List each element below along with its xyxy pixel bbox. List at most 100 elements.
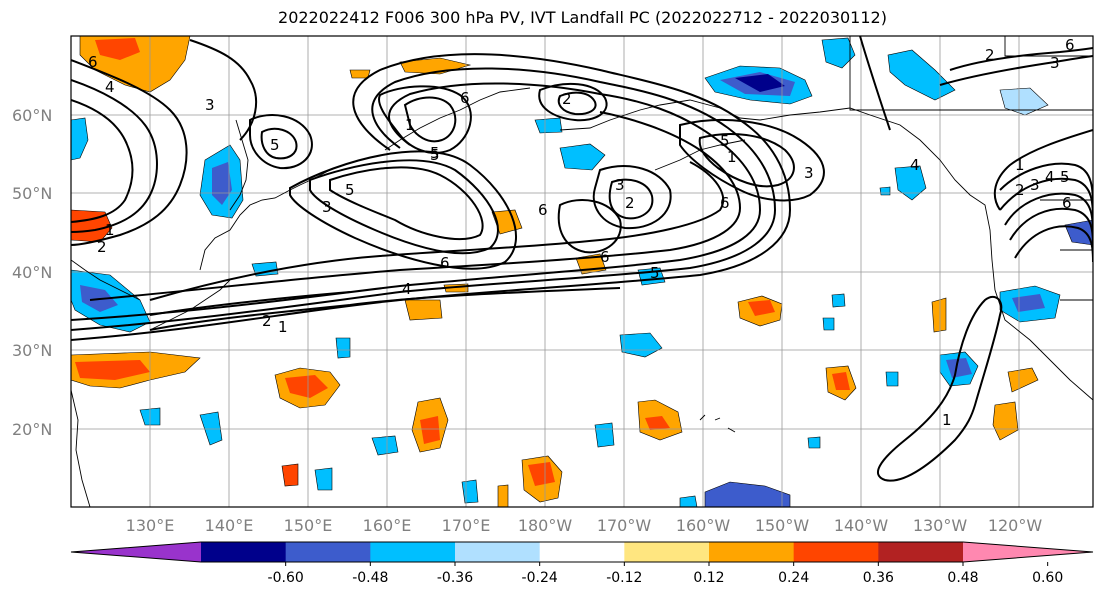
positive-anomaly: [404, 299, 443, 321]
positive-anomaly: [497, 484, 509, 507]
contour-labels: 6 4 3 5 2 1 6 2 5 3 6 3 2 6 5 1 5 3 4 2 …: [88, 36, 1075, 429]
negative-anomaly: [894, 165, 927, 201]
lat-label-60: 60°N: [12, 106, 52, 125]
colorbar: -0.60 -0.48 -0.36 -0.24 -0.12 0.12 0.24 0.36 0.4…: [70, 541, 1094, 586]
contour-label: 5: [720, 132, 730, 150]
lon-label: 130°E: [126, 516, 175, 535]
colorbar-segment: [878, 542, 964, 562]
lat-label-50: 50°N: [12, 184, 52, 203]
colorbar-segment: [370, 542, 456, 562]
graticule: [71, 36, 1093, 507]
positive-anomaly: [71, 209, 113, 243]
contour-label: 2: [985, 46, 995, 64]
positive-anomaly: [645, 416, 670, 430]
negative-anomaly: [807, 436, 821, 449]
pv-contours: [71, 36, 1093, 482]
negative-anomaly: [314, 467, 333, 491]
colorbar-tick-label: 0.48: [947, 570, 978, 586]
positive-anomaly: [1007, 367, 1039, 393]
positive-anomaly: [281, 463, 299, 487]
negative-anomaly: [887, 49, 956, 101]
positive-anomaly: [931, 297, 947, 333]
contour-label: 6: [600, 248, 610, 266]
negative-anomaly: [619, 332, 663, 358]
negative-anomaly: [885, 371, 899, 387]
positive-anomaly: [528, 462, 555, 486]
contour-label: 2: [625, 194, 635, 212]
map-frame: [70, 35, 1094, 508]
lon-label: 160°E: [363, 516, 412, 535]
contour-label: 3: [804, 164, 814, 182]
lon-label: 150°W: [755, 516, 810, 535]
contour-label: 5: [430, 146, 440, 164]
lon-label: 170°W: [597, 516, 652, 535]
longitude-labels: 130°E 140°E 150°E 160°E 170°E 180°W 170°…: [126, 516, 1043, 535]
contour-label: 2: [1015, 181, 1025, 199]
positive-anomaly: [992, 401, 1019, 441]
colorbar-segment: [455, 542, 541, 562]
lon-label: 140°E: [205, 516, 254, 535]
contour-label: 5: [430, 144, 440, 162]
positive-anomaly: [832, 372, 850, 390]
colorbar-tick-label: 0.36: [863, 570, 894, 586]
negative-anomaly: [559, 143, 606, 171]
map-title: 2022022412 F006 300 hPa PV, IVT Landfall…: [278, 8, 887, 27]
positive-anomaly: [285, 375, 328, 398]
contour-label: 6: [88, 53, 98, 71]
contour-label: 6: [460, 89, 470, 107]
contour-label: 2: [562, 90, 572, 108]
lon-label: 160°W: [676, 516, 731, 535]
colorbar-tick-label: 0.60: [1032, 570, 1063, 586]
positive-anomaly: [420, 416, 440, 444]
negative-anomaly: [461, 479, 479, 504]
colorbar-extend-high: [963, 542, 1093, 562]
colorbar-tick-label: -0.12: [606, 570, 642, 586]
negative-anomaly: [831, 293, 846, 308]
colorbar-tick-label: -0.24: [522, 570, 558, 586]
colorbar-segment: [709, 542, 795, 562]
colorbar-tick-label: -0.60: [268, 570, 304, 586]
colorbar-extend-low: [71, 542, 201, 562]
shaded-anomalies: [71, 36, 1093, 507]
contour-label: 5: [270, 136, 280, 154]
negative-anomaly: [704, 481, 791, 507]
lon-label: 150°E: [284, 516, 333, 535]
negative-anomaly: [946, 358, 972, 378]
contour-label: 1: [105, 221, 115, 239]
contour-label: 3: [322, 198, 332, 216]
contour-label: 3: [615, 176, 625, 194]
negative-anomaly: [335, 337, 351, 359]
contour-label: 1: [278, 318, 288, 336]
negative-anomaly: [199, 411, 223, 446]
negative-anomaly: [821, 37, 856, 69]
positive-anomaly: [95, 38, 140, 60]
negative-anomaly: [879, 186, 891, 196]
contour-label: 3: [205, 96, 215, 114]
contour-label: 6: [440, 254, 450, 272]
lon-label: 130°W: [913, 516, 968, 535]
contour-label: 6: [538, 201, 548, 219]
contour-label: 6: [720, 194, 730, 212]
negative-anomaly: [212, 162, 232, 205]
lat-label-30: 30°N: [12, 341, 52, 360]
colorbar-segment: [624, 542, 710, 562]
colorbar-tick-label: 0.12: [693, 570, 724, 586]
negative-anomaly: [71, 117, 89, 161]
colorbar-segment: [201, 542, 287, 562]
contour-label: 6: [1062, 194, 1072, 212]
contour-label: 5: [1060, 168, 1070, 186]
contour-label: 1: [727, 148, 737, 166]
contour-label: 4: [910, 156, 920, 174]
colorbar-segment: [285, 542, 371, 562]
colorbar-outline: [70, 541, 1094, 563]
contour-label: 2: [97, 238, 107, 256]
negative-anomaly: [594, 422, 615, 448]
contour-label: 4: [402, 280, 412, 298]
negative-anomaly: [735, 74, 785, 92]
lon-label: 180°W: [518, 516, 573, 535]
colorbar-tick-label: -0.36: [437, 570, 473, 586]
contour-label: 1: [1015, 156, 1025, 174]
contour-label: 6: [1065, 36, 1075, 54]
colorbar-segment: [793, 542, 879, 562]
